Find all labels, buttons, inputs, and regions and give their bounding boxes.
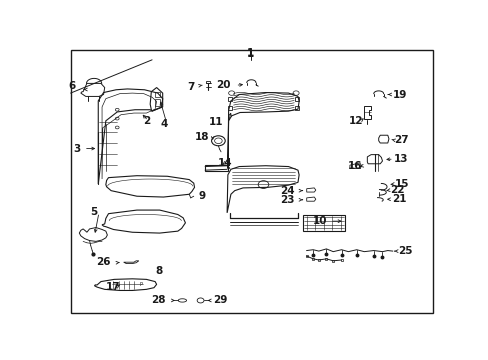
Text: 1: 1 xyxy=(246,48,254,58)
Text: 3: 3 xyxy=(73,144,80,153)
Text: 15: 15 xyxy=(394,179,408,189)
Text: 8: 8 xyxy=(155,266,162,276)
Text: 4: 4 xyxy=(160,118,167,129)
Text: 20: 20 xyxy=(215,80,230,90)
Text: 13: 13 xyxy=(393,154,407,164)
Text: 12: 12 xyxy=(348,116,363,126)
Text: P: P xyxy=(139,282,142,287)
Text: 16: 16 xyxy=(347,161,362,171)
Text: 29: 29 xyxy=(212,296,226,305)
Text: 17: 17 xyxy=(105,282,120,292)
Text: 22: 22 xyxy=(389,185,404,195)
Text: 24: 24 xyxy=(279,186,294,196)
Text: 1: 1 xyxy=(246,49,254,59)
Text: 25: 25 xyxy=(398,246,412,256)
Text: 14: 14 xyxy=(217,158,232,168)
Text: 18: 18 xyxy=(195,132,209,143)
Text: 26: 26 xyxy=(96,257,110,267)
Text: 23: 23 xyxy=(280,195,294,205)
Text: 28: 28 xyxy=(151,296,165,305)
Text: 6: 6 xyxy=(68,81,75,91)
Text: 2: 2 xyxy=(142,116,150,126)
Text: 19: 19 xyxy=(392,90,407,100)
Text: 10: 10 xyxy=(312,216,326,226)
Text: 11: 11 xyxy=(208,117,223,127)
Text: 9: 9 xyxy=(198,191,205,201)
Text: 21: 21 xyxy=(391,194,406,204)
Text: 7: 7 xyxy=(187,82,194,92)
Text: 27: 27 xyxy=(393,135,407,145)
Text: 5: 5 xyxy=(90,207,97,217)
